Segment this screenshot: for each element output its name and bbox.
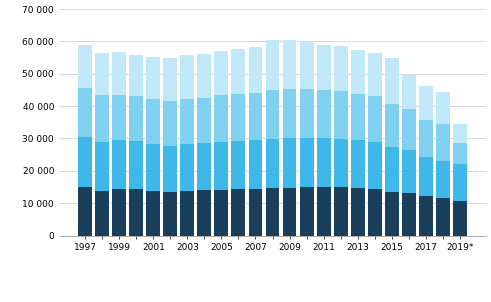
Bar: [333, 46, 348, 91]
Bar: [402, 193, 415, 236]
Bar: [300, 137, 314, 187]
Bar: [197, 143, 212, 190]
Bar: [436, 161, 450, 198]
Bar: [180, 55, 194, 99]
Bar: [197, 190, 212, 236]
Bar: [368, 96, 382, 142]
Bar: [300, 42, 314, 89]
Bar: [453, 143, 466, 164]
Bar: [79, 187, 92, 236]
Bar: [130, 96, 143, 141]
Bar: [368, 189, 382, 236]
Bar: [130, 141, 143, 189]
Bar: [248, 47, 263, 93]
Bar: [79, 45, 92, 88]
Bar: [130, 189, 143, 236]
Bar: [266, 140, 279, 188]
Bar: [79, 137, 92, 187]
Bar: [231, 49, 246, 94]
Bar: [300, 187, 314, 236]
Bar: [215, 51, 228, 95]
Bar: [317, 90, 330, 138]
Bar: [231, 141, 246, 189]
Bar: [197, 98, 212, 143]
Bar: [453, 201, 466, 236]
Bar: [130, 55, 143, 96]
Bar: [248, 93, 263, 140]
Bar: [436, 92, 450, 124]
Bar: [197, 54, 212, 98]
Bar: [282, 40, 297, 89]
Bar: [368, 142, 382, 189]
Bar: [402, 109, 415, 150]
Bar: [419, 157, 433, 196]
Bar: [266, 90, 279, 140]
Bar: [384, 104, 399, 147]
Bar: [95, 142, 109, 191]
Bar: [164, 101, 177, 146]
Bar: [215, 142, 228, 190]
Bar: [419, 120, 433, 157]
Bar: [282, 138, 297, 188]
Bar: [180, 144, 194, 191]
Bar: [384, 147, 399, 192]
Bar: [453, 124, 466, 143]
Bar: [333, 187, 348, 236]
Bar: [351, 140, 365, 188]
Bar: [351, 94, 365, 140]
Bar: [384, 58, 399, 104]
Bar: [164, 146, 177, 192]
Bar: [402, 75, 415, 109]
Bar: [453, 164, 466, 201]
Bar: [146, 57, 161, 99]
Bar: [248, 189, 263, 236]
Bar: [317, 138, 330, 187]
Bar: [180, 99, 194, 144]
Bar: [79, 88, 92, 137]
Bar: [164, 192, 177, 236]
Bar: [266, 188, 279, 236]
Bar: [266, 40, 279, 90]
Bar: [146, 191, 161, 236]
Bar: [384, 192, 399, 236]
Bar: [317, 187, 330, 236]
Bar: [95, 191, 109, 236]
Bar: [164, 58, 177, 101]
Bar: [402, 150, 415, 193]
Bar: [300, 89, 314, 137]
Bar: [112, 95, 126, 140]
Bar: [146, 99, 161, 144]
Bar: [351, 188, 365, 236]
Bar: [282, 89, 297, 138]
Bar: [95, 53, 109, 95]
Bar: [95, 95, 109, 142]
Bar: [351, 50, 365, 94]
Bar: [419, 86, 433, 120]
Bar: [112, 140, 126, 189]
Bar: [368, 53, 382, 96]
Bar: [333, 91, 348, 139]
Bar: [112, 189, 126, 236]
Bar: [215, 190, 228, 236]
Bar: [436, 124, 450, 161]
Bar: [248, 140, 263, 189]
Bar: [436, 198, 450, 236]
Bar: [419, 196, 433, 236]
Bar: [215, 95, 228, 142]
Bar: [333, 139, 348, 187]
Bar: [146, 144, 161, 191]
Bar: [317, 45, 330, 90]
Bar: [231, 94, 246, 141]
Bar: [231, 189, 246, 236]
Bar: [112, 53, 126, 95]
Bar: [180, 191, 194, 236]
Bar: [282, 188, 297, 236]
